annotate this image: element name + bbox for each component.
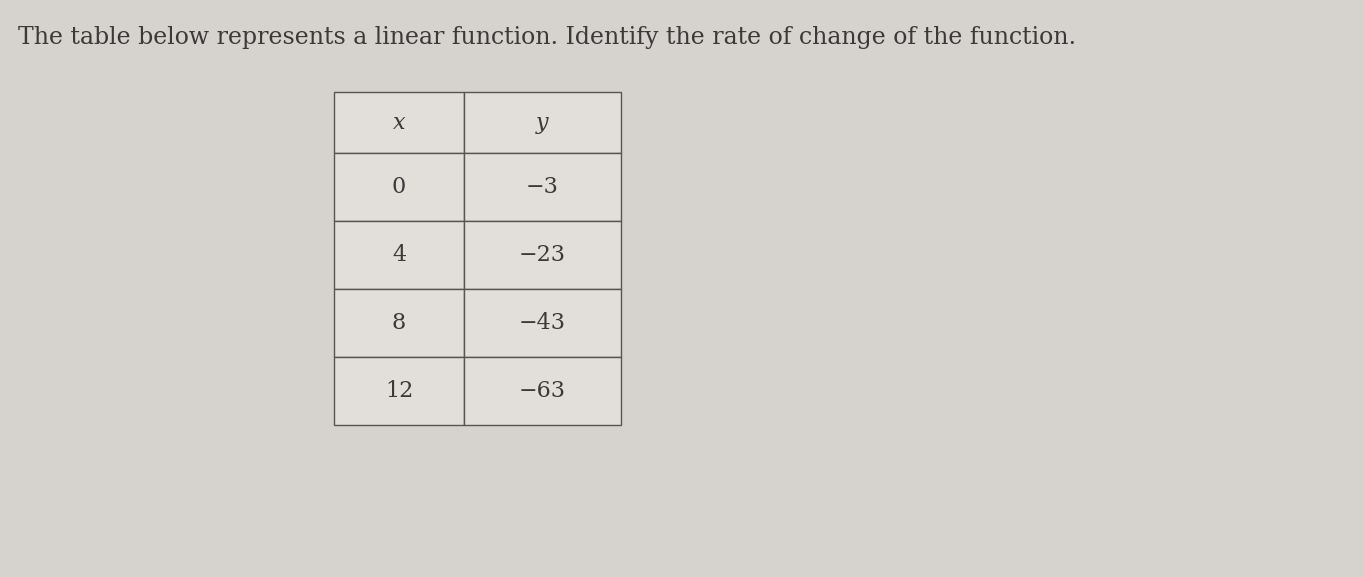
Bar xyxy=(334,289,464,357)
Bar xyxy=(464,289,621,357)
Bar xyxy=(464,92,621,153)
Bar xyxy=(334,92,464,153)
Text: −43: −43 xyxy=(518,312,566,334)
Bar xyxy=(334,153,464,221)
Text: 4: 4 xyxy=(391,244,406,266)
Bar xyxy=(334,221,464,289)
Text: −63: −63 xyxy=(518,380,566,402)
Text: 8: 8 xyxy=(391,312,406,334)
Bar xyxy=(464,221,621,289)
Text: 0: 0 xyxy=(391,176,406,198)
Bar xyxy=(464,153,621,221)
Bar xyxy=(464,357,621,425)
Text: x: x xyxy=(393,111,405,134)
Bar xyxy=(334,357,464,425)
Text: The table below represents a linear function. Identify the rate of change of the: The table below represents a linear func… xyxy=(18,26,1076,49)
Text: 12: 12 xyxy=(385,380,413,402)
Text: y: y xyxy=(536,111,548,134)
Text: −3: −3 xyxy=(525,176,559,198)
Text: −23: −23 xyxy=(518,244,566,266)
